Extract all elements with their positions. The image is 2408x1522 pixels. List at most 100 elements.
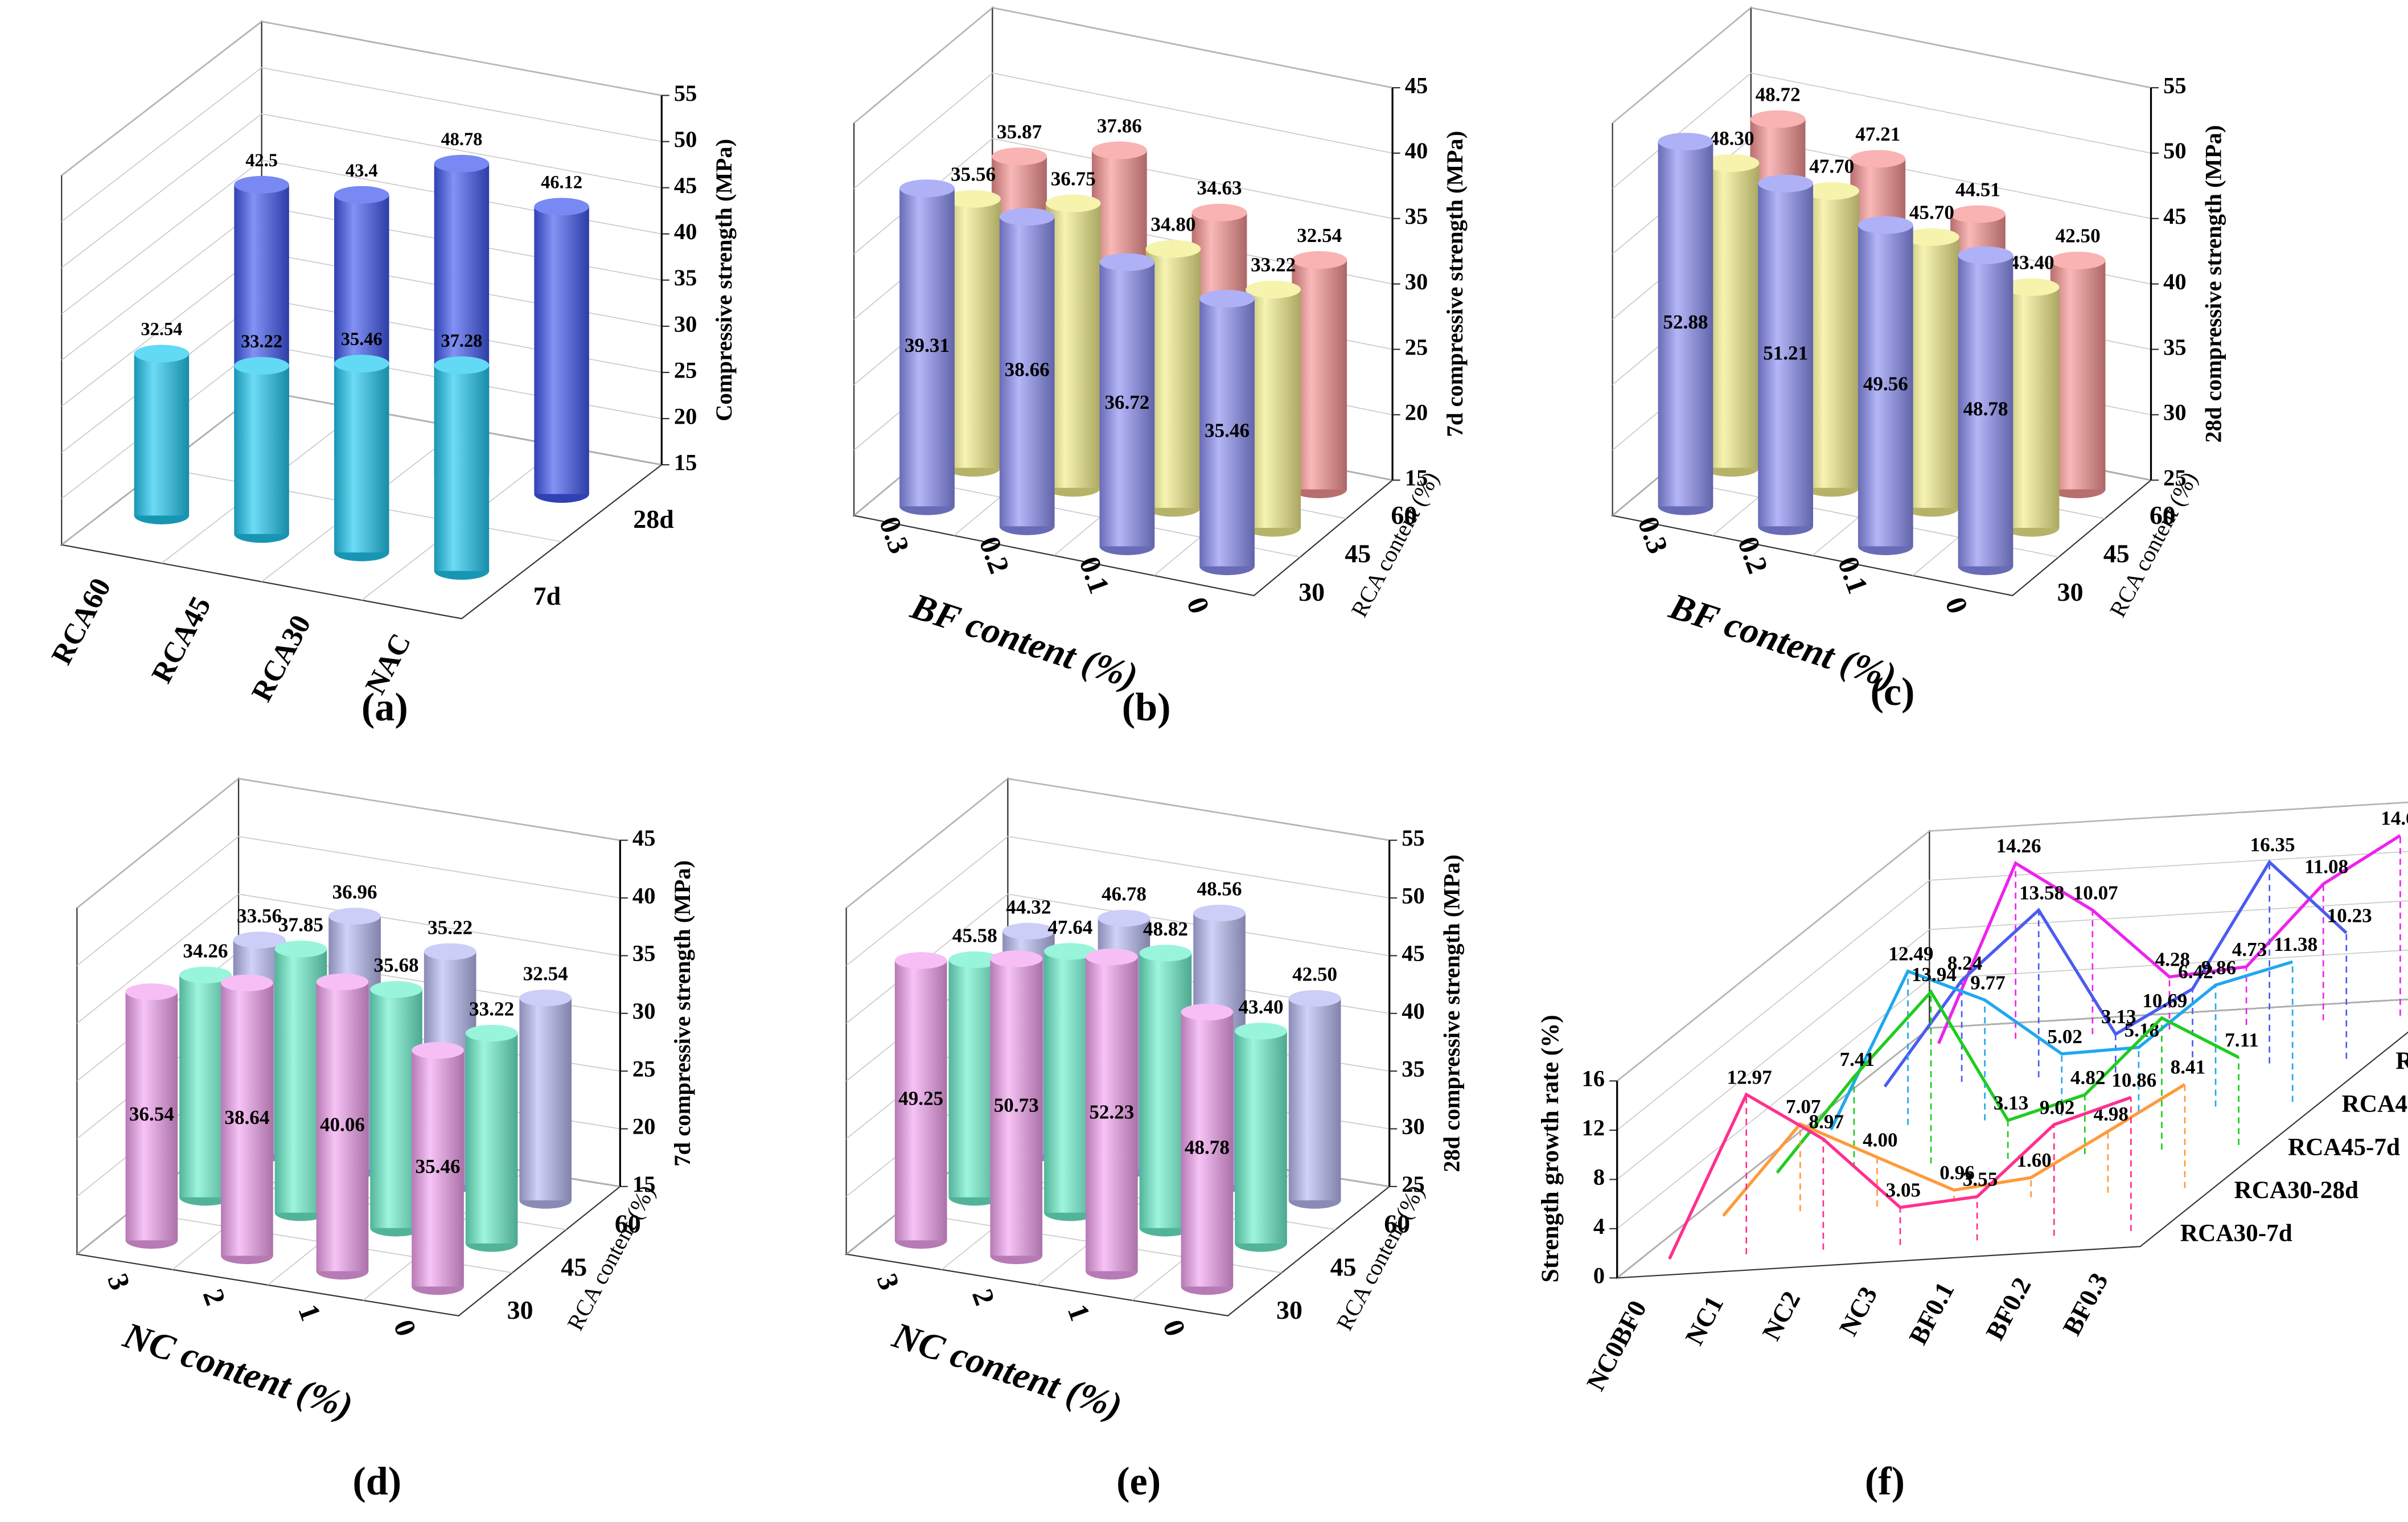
bar-top [1758,174,1814,192]
bar-top [1145,240,1201,258]
x-tick-label: 0.3 [873,512,916,558]
bar [894,960,947,1241]
series-label: RCA45-7d [2288,1133,2400,1160]
y-tick-label: 25 [632,1056,656,1081]
grid-line [76,778,621,909]
grid-line [1617,999,2408,1278]
bar-top [946,190,1001,208]
value-label: 3.05 [1886,1179,1921,1201]
bar-top [1658,133,1713,151]
y-tick-label: 35 [1405,203,1428,229]
value-label: 9.77 [1970,971,2005,994]
bar-top [999,208,1055,226]
value-label: 14.26 [1996,835,2041,857]
grid-line [846,836,1390,966]
panel-label: (c) [1870,670,1914,714]
grid-line [853,7,1393,124]
bar-top [894,952,947,969]
bar [1292,260,1347,490]
series-label: RCA60-7d [2395,1047,2408,1074]
value-label: 4.98 [2094,1103,2128,1125]
bar-top [1292,251,1347,269]
bar-top [316,973,369,991]
bar-top [465,1024,518,1042]
bar-top [1850,150,1906,168]
value-label: 33.22 [241,331,282,352]
x-axis-label: NC content (%) [118,1315,357,1427]
y-tick-label: 45 [674,173,697,198]
line [1776,989,2239,1174]
bar-top [1044,943,1096,960]
bar-top [1045,194,1101,212]
series-label: 7d [533,581,561,610]
value-label: 6.42 [2178,961,2213,983]
series-label: 60 [1384,1209,1410,1238]
series-label: 30 [1298,577,1325,606]
bar [1246,289,1301,528]
x-tick-label: BF0.1 [1903,1277,1960,1349]
bar-top [1750,110,1806,128]
line [1937,834,2401,1044]
value-label: 1.60 [2016,1149,2051,1171]
bar-top [179,966,232,983]
bar-top [1804,182,1860,200]
bar [1758,183,1814,527]
x-tick-label: RCA30 [245,610,318,707]
value-label: 4.82 [2070,1066,2105,1089]
bar-top [328,908,381,925]
bar-top [1098,909,1150,927]
series-label: 60 [1391,501,1417,530]
value-label: 12.49 [1888,943,1933,965]
bar [534,206,589,494]
y-tick-label: 25 [1402,1171,1425,1197]
y-tick-label: 8 [1593,1164,1605,1190]
bar [234,366,289,534]
bar-top [334,355,389,372]
grid-line [1617,900,2408,1180]
x-tick-label: 2 [196,1285,232,1310]
value-label: 35.46 [416,1155,461,1178]
y-tick-label: 20 [1405,400,1428,425]
bar-top [899,179,955,198]
bar-top [424,943,476,960]
bar-top [125,983,178,1000]
bar [1288,998,1341,1201]
bar-top [1086,948,1138,966]
y-axis-label: 7d compressive strength (MPa) [1442,131,1468,437]
x-tick-label: NC3 [1834,1282,1883,1340]
grid-line [61,159,662,314]
value-label: 47.70 [1809,155,1854,178]
value-label: 32.54 [523,963,568,985]
y-tick-label: 12 [1582,1115,1605,1141]
x-tick-label: RCA60 [46,573,118,670]
value-label: 47.64 [1047,916,1092,938]
panel-label: (b) [1122,685,1171,729]
grid-line [853,72,1393,189]
value-label: 49.25 [898,1088,943,1110]
y-tick-label: 35 [2163,334,2187,360]
line [1883,859,2348,1088]
bar [1045,203,1101,488]
y-tick-label: 25 [674,357,697,383]
value-label: 43.40 [2010,252,2054,274]
y-tick-label: 35 [632,941,656,966]
x-tick-label: 0.2 [1731,532,1774,578]
bar [2050,260,2106,490]
x-tick-label: 3 [101,1269,136,1294]
bar [465,1033,518,1244]
value-label: 36.72 [1104,391,1149,413]
value-label: 11.08 [2304,855,2348,877]
x-tick-label: 0 [1939,593,1974,618]
panel-label: (e) [1116,1459,1161,1503]
bar-top [1193,904,1246,922]
x-tick-label: BF0.3 [2057,1268,2114,1340]
y-tick-label: 25 [1405,334,1428,360]
x-tick-label: 3 [870,1269,905,1294]
value-label: 8.97 [1809,1111,1844,1133]
bar [946,199,1001,468]
bar [1145,249,1201,508]
value-label: 34.26 [183,940,228,962]
grid-line [76,836,621,966]
bar [134,353,190,516]
bar-top [1199,290,1255,308]
